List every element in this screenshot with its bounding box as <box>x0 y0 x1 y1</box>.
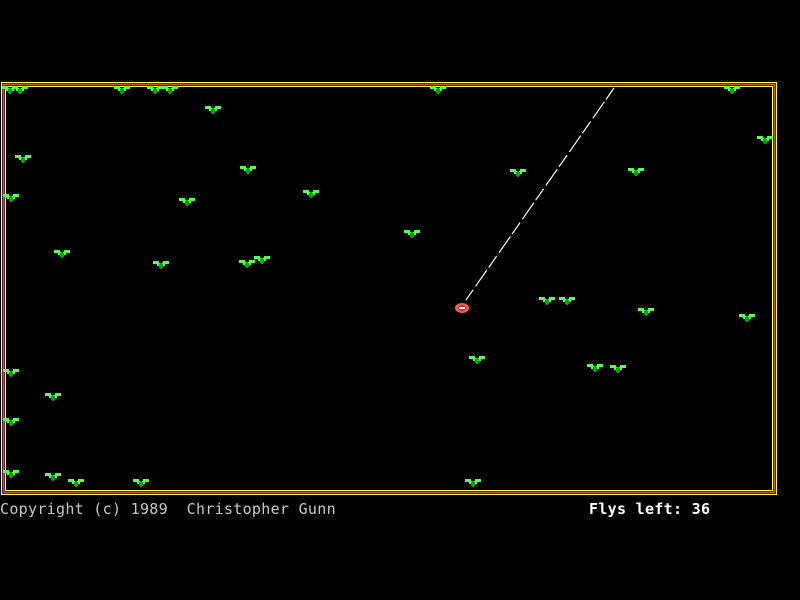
fly-icon[interactable] <box>3 194 19 202</box>
fly-icon[interactable] <box>469 356 485 364</box>
fly-icon[interactable] <box>114 86 130 94</box>
fly-icon[interactable] <box>45 473 61 481</box>
fly-icon[interactable] <box>3 418 19 426</box>
fly-icon[interactable] <box>133 479 149 487</box>
fly-icon[interactable] <box>539 297 555 305</box>
frog-tongue <box>465 87 615 301</box>
fly-icon[interactable] <box>68 479 84 487</box>
fly-icon[interactable] <box>465 479 481 487</box>
fly-icon[interactable] <box>430 86 446 94</box>
fly-icon[interactable] <box>739 314 755 322</box>
fly-icon[interactable] <box>254 256 270 264</box>
fly-icon[interactable] <box>45 393 61 401</box>
frog-icon[interactable] <box>455 303 469 313</box>
flys-left-counter: Flys left: 36 <box>589 500 710 518</box>
fly-icon[interactable] <box>239 260 255 268</box>
fly-icon[interactable] <box>179 198 195 206</box>
fly-icon[interactable] <box>153 261 169 269</box>
fly-icon[interactable] <box>757 136 773 144</box>
border-inner <box>5 86 773 491</box>
fly-icon[interactable] <box>3 470 19 478</box>
fly-icon[interactable] <box>240 166 256 174</box>
fly-icon[interactable] <box>162 86 178 94</box>
border-outer <box>1 82 777 495</box>
copyright-text: Copyright (c) 1989 Christopher Gunn <box>0 500 336 518</box>
fly-icon[interactable] <box>54 250 70 258</box>
fly-icon[interactable] <box>724 86 740 94</box>
fly-icon[interactable] <box>205 106 221 114</box>
fly-icon[interactable] <box>638 308 654 316</box>
flies <box>2 86 773 487</box>
fly-icon[interactable] <box>587 364 603 372</box>
fly-icon[interactable] <box>404 230 420 238</box>
flys-left-label: Flys left: <box>589 500 683 518</box>
fly-icon[interactable] <box>628 168 644 176</box>
flys-left-value: 36 <box>691 500 711 518</box>
fly-icon[interactable] <box>15 155 31 163</box>
border-middle <box>2 83 776 494</box>
fly-icon[interactable] <box>303 190 319 198</box>
fly-icon[interactable] <box>147 86 163 94</box>
fly-icon[interactable] <box>12 86 28 94</box>
fly-icon[interactable] <box>3 369 19 377</box>
fly-icon[interactable] <box>510 169 526 177</box>
fly-icon[interactable] <box>610 365 626 373</box>
fly-icon[interactable] <box>559 297 575 305</box>
